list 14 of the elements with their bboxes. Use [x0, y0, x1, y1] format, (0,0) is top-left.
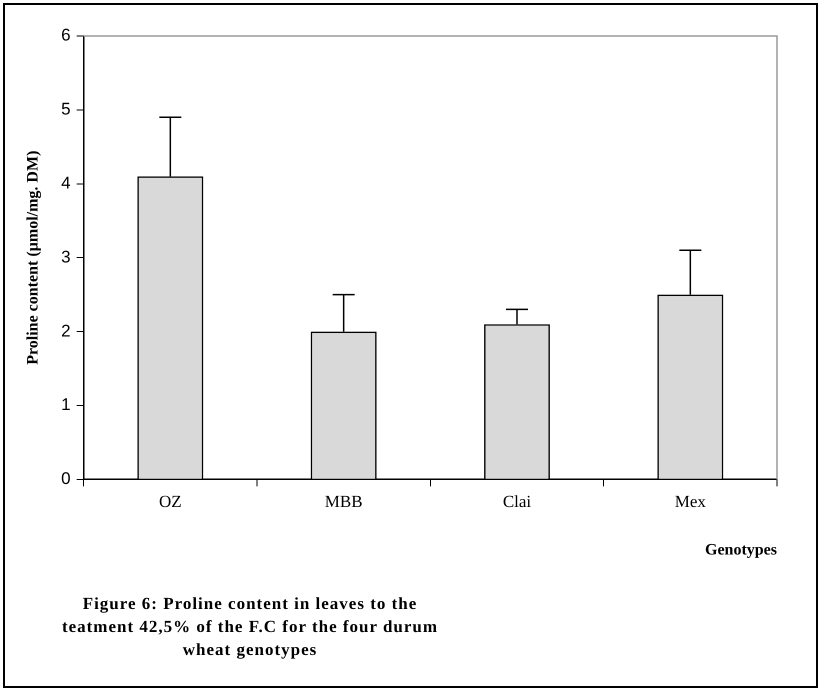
x-tick-label: MBB — [324, 492, 363, 512]
x-tick-label: Clai — [502, 492, 532, 512]
y-tick-label: 1 — [61, 395, 71, 414]
y-tick-label: 4 — [61, 173, 71, 192]
y-tick-label: 6 — [61, 26, 71, 45]
caption: Figure 6: Proline content in leaves to the teatment 42,5% of the F.C for the four durum wheat genotypes — [60, 593, 440, 661]
x-tick-label: Mex — [674, 492, 706, 512]
y-tick-label: 0 — [61, 469, 71, 488]
x-axis-title: Genotypes — [705, 542, 777, 559]
y-tick-label: 2 — [61, 321, 71, 340]
y-tick-label: 3 — [61, 247, 71, 266]
y-tick-label: 5 — [61, 100, 71, 119]
x-tick-label: OZ — [158, 492, 182, 512]
y-axis-title: Proline content (µmol/mg. DM) — [24, 150, 42, 365]
